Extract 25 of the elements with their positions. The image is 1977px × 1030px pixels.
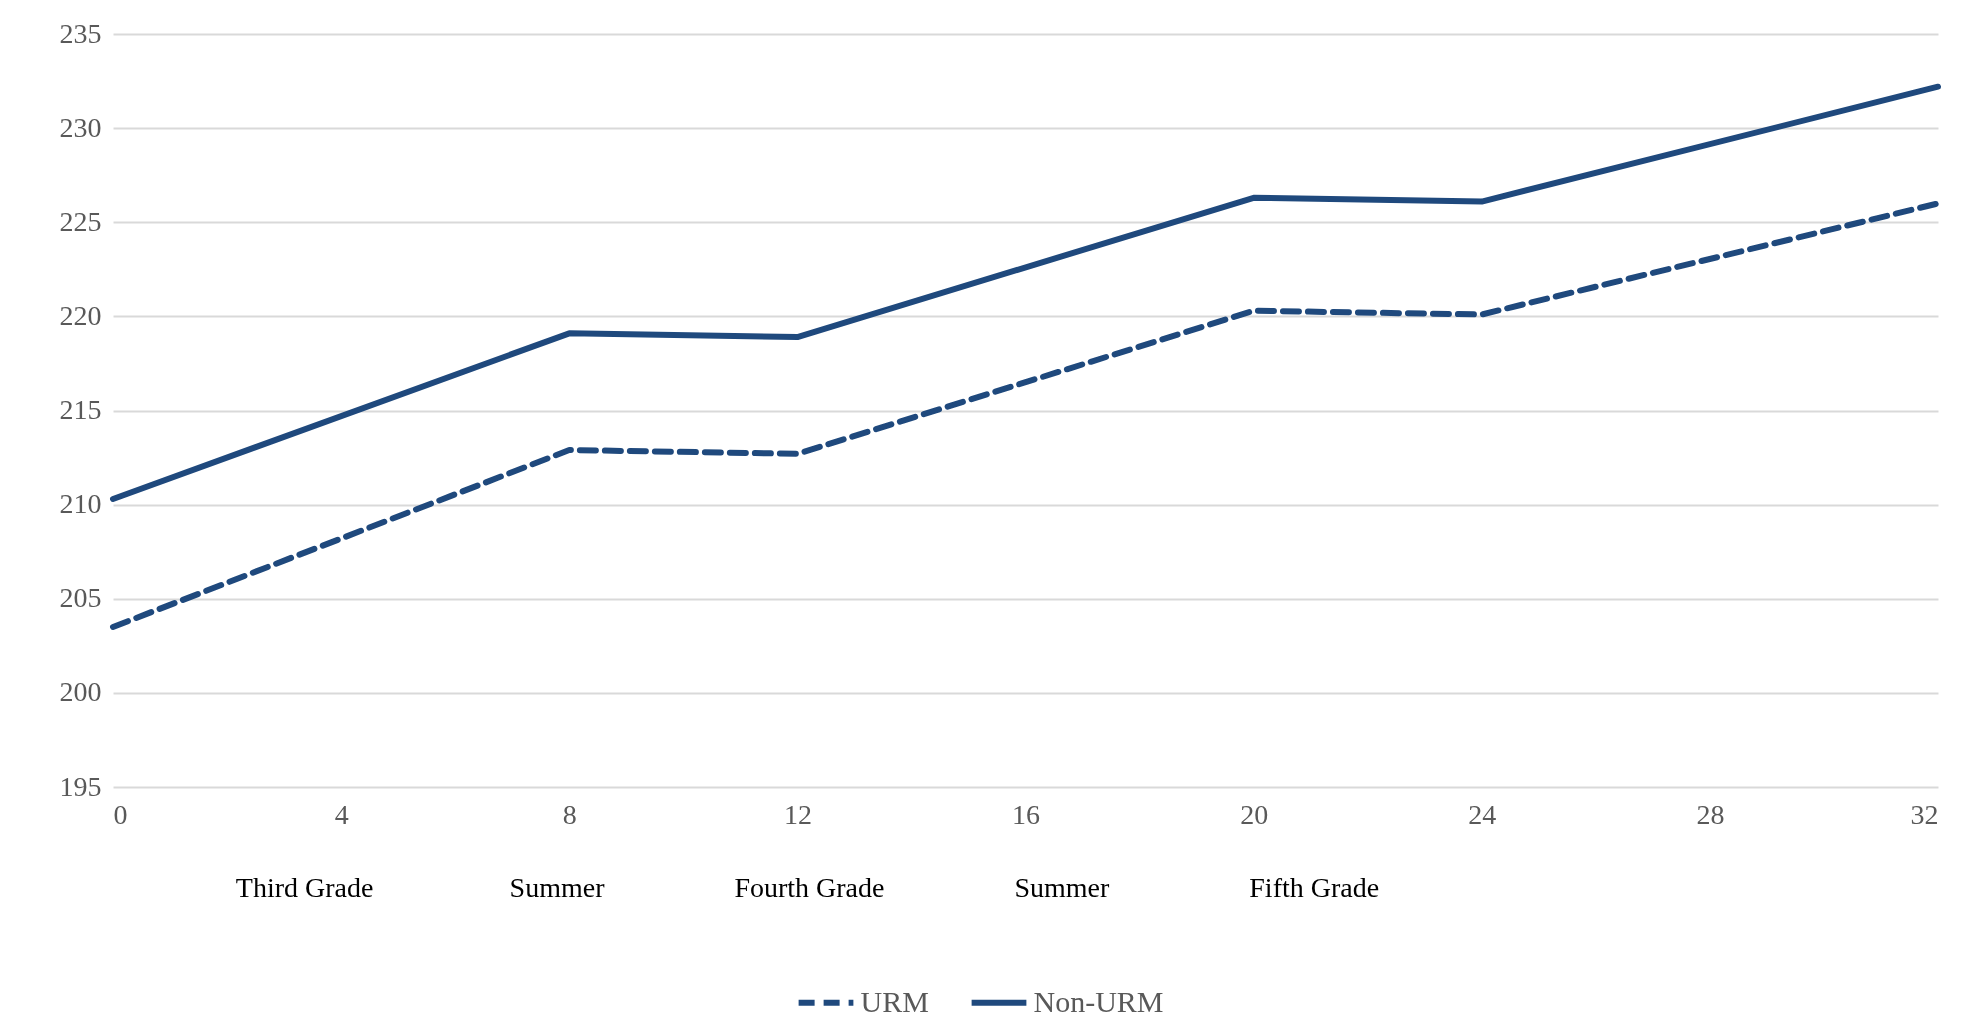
y-tick-label: 235 xyxy=(59,17,102,49)
x-tick-label: 16 xyxy=(1012,798,1040,830)
x-tick-label: 12 xyxy=(783,798,812,830)
text: Third Grade xyxy=(235,872,374,903)
text: Summer xyxy=(1014,872,1110,903)
y-tick-label: 195 xyxy=(59,770,102,802)
y-tick-label: 205 xyxy=(59,582,102,614)
y-tick-label: 225 xyxy=(59,205,102,237)
y-tick-label: 210 xyxy=(59,488,102,520)
x-tick-label: 20 xyxy=(1240,798,1269,830)
x-tick-label: 28 xyxy=(1696,798,1725,830)
x-tick-label: 4 xyxy=(334,798,349,830)
x-tick-label: 8 xyxy=(562,798,577,830)
y-tick-label: 200 xyxy=(59,676,102,708)
legend-label: Non-URM xyxy=(1033,984,1164,1018)
y-tick-label: 215 xyxy=(59,394,102,425)
y-tick-label: 220 xyxy=(59,299,102,331)
text: Fourth Grade xyxy=(734,872,885,903)
legend-label: URM xyxy=(860,984,929,1018)
x-tick-label: 0 xyxy=(113,798,128,830)
x-tick-label: 24 xyxy=(1468,798,1497,830)
text: Fifth Grade xyxy=(1249,872,1380,903)
y-tick-label: 230 xyxy=(59,111,102,143)
text: Summer xyxy=(509,872,606,903)
x-tick-label: 32 xyxy=(1910,798,1939,830)
